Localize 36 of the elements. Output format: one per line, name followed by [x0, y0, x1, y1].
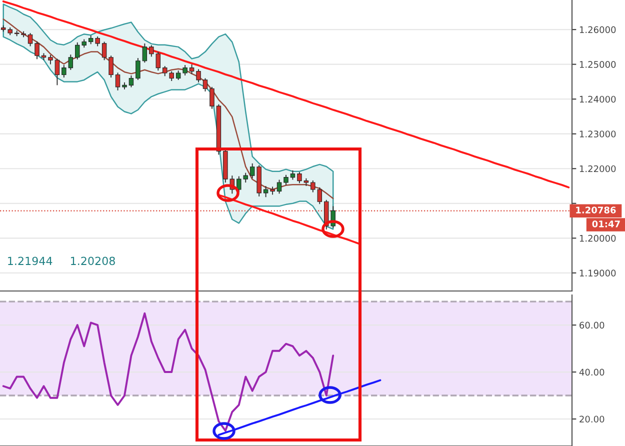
- y-tick-label: 1.22000: [580, 165, 616, 172]
- candlestick: [276, 179, 282, 194]
- candlestick: [210, 86, 214, 110]
- text: 01:47: [592, 220, 620, 228]
- candlestick: [176, 70, 181, 80]
- candlestick: [136, 58, 140, 80]
- annotation: 1.21944: [8, 256, 52, 266]
- y-tick-label: 60.00: [580, 322, 604, 329]
- candlestick: [290, 170, 296, 180]
- y-tick-label: 1.26000: [580, 26, 616, 34]
- line-series: [2, 0, 570, 188]
- candlestick: [284, 174, 288, 186]
- annotation: 1.20208: [71, 256, 115, 266]
- y-tick-label: 1.25000: [580, 61, 616, 68]
- y-tick-label: 1.20000: [580, 234, 616, 242]
- ref-line-label: 1.20786: [576, 206, 616, 214]
- candlestick: [115, 72, 120, 91]
- candlestick: [202, 78, 208, 92]
- candlestick: [28, 32, 33, 47]
- candlestick: [142, 42, 148, 64]
- candlestick: [182, 64, 188, 76]
- candlestick: [196, 68, 201, 83]
- candlestick: [263, 186, 268, 198]
- candlestick: [48, 54, 53, 65]
- candlestick: [54, 58, 60, 86]
- y-tick-label: 1.19000: [580, 270, 616, 276]
- candlestick: [128, 74, 134, 88]
- candlestick: [189, 64, 194, 75]
- candlestick: [108, 55, 114, 78]
- y-tick-label: 1.23000: [580, 130, 616, 138]
- candlestick: [102, 41, 107, 61]
- y-tick-label: 20.00: [580, 416, 604, 423]
- candlestick: [34, 40, 40, 60]
- y-tick-label: 1.24000: [580, 96, 616, 103]
- y-tick-label: 40.00: [579, 368, 604, 376]
- candlestick: [297, 172, 302, 184]
